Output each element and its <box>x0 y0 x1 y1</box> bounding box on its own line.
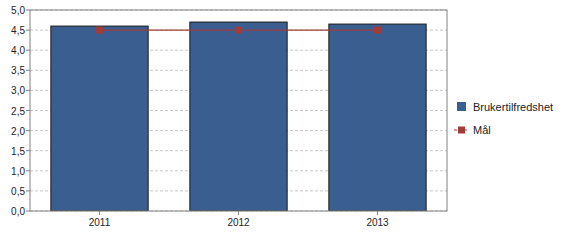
x-tick-label: 2013 <box>366 217 389 228</box>
y-tick <box>26 90 30 91</box>
y-tick-label: 1,5 <box>11 146 25 157</box>
x-tick <box>238 211 239 215</box>
y-tick <box>26 150 30 151</box>
marker <box>96 27 103 34</box>
marker <box>235 27 242 34</box>
bar <box>51 26 148 211</box>
y-tick <box>26 30 30 31</box>
y-tick <box>26 70 30 71</box>
y-tick-label: 5,0 <box>11 5 25 16</box>
y-tick-label: 2,5 <box>11 106 25 117</box>
y-tick <box>26 170 30 171</box>
marker <box>374 27 381 34</box>
y-tick-label: 2,0 <box>11 126 25 137</box>
y-tick-label: 3,5 <box>11 65 25 76</box>
y-tick <box>26 130 30 131</box>
legend-marker <box>458 127 465 134</box>
y-tick <box>26 50 30 51</box>
y-tick-label: 0,5 <box>11 186 25 197</box>
y-tick <box>26 211 30 212</box>
x-tick-label: 2011 <box>89 217 111 228</box>
y-tick-label: 3,0 <box>11 85 25 96</box>
y-tick-label: 4,0 <box>11 45 25 56</box>
x-tick <box>377 211 378 215</box>
x-tick <box>99 211 100 215</box>
chart-svg: 0,0 0,5 1,0 1,5 2,0 2,5 3,0 3,5 4,0 4,5 5,0 2011 201… <box>0 0 564 235</box>
legend-label: Brukertilfredshet <box>473 101 553 113</box>
chart-container: 0,0 0,5 1,0 1,5 2,0 2,5 3,0 3,5 4,0 4,5 5,0 2011 201… <box>0 0 564 235</box>
bar <box>190 22 287 211</box>
y-tick <box>26 10 30 11</box>
y-tick-label: 0,0 <box>11 206 25 217</box>
x-tick-label: 2012 <box>227 217 250 228</box>
plot-background <box>30 10 447 211</box>
y-tick <box>26 110 30 111</box>
y-tick <box>26 190 30 191</box>
data-group <box>51 22 426 211</box>
plot-frame <box>30 10 447 211</box>
legend-label: Mål <box>473 124 491 136</box>
bar <box>329 24 426 211</box>
y-tick-label: 1,0 <box>11 166 25 177</box>
legend-swatch <box>457 102 466 111</box>
y-tick-label: 4,5 <box>11 25 25 36</box>
